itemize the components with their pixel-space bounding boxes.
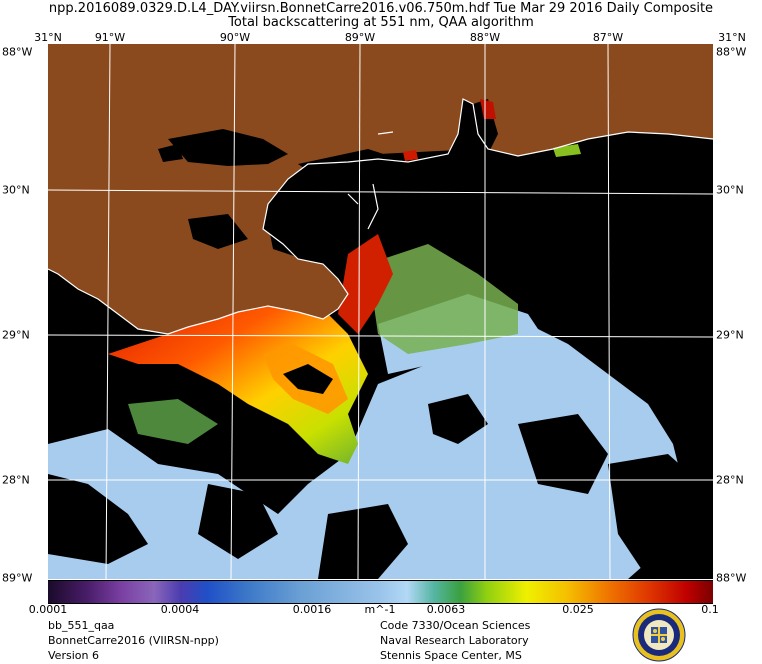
lat-label-left-29n: 29°N (2, 328, 30, 342)
lat-label-left-top: 88°W (2, 45, 33, 59)
lat-label-right-top: 88°W (716, 45, 747, 59)
colorbar-tick-0: 0.0001 (28, 603, 68, 616)
lon-label-90w: 90°W (219, 31, 251, 44)
colorbar-tick-1: 0.0004 (160, 603, 200, 616)
cloud-patch-2 (198, 484, 278, 559)
red-bay-spot-1 (480, 99, 496, 119)
cloud-patch-1 (48, 474, 148, 564)
lake-maurepas (158, 144, 183, 162)
lat-label-left-28n: 28°N (2, 473, 30, 487)
cloud-patch-5 (608, 454, 713, 579)
product-name: bb_551_qaa (48, 619, 115, 632)
version: Version 6 (48, 649, 99, 662)
colorbar-tick-5: 0.1 (701, 603, 719, 616)
land-mass (48, 44, 713, 334)
lon-label-91w: 91°W (94, 31, 126, 44)
footer-organization: Code 7330/Ocean Sciences Naval Research … (380, 618, 530, 663)
title-line-1: npp.2016089.0329.D.L4_DAY.viirsn.BonnetC… (48, 1, 714, 16)
colorbar-tick-3: 0.0063 (426, 603, 466, 616)
org-name: Naval Research Laboratory (380, 634, 529, 647)
satellite-map (48, 44, 713, 579)
org-location: Stennis Space Center, MS (380, 649, 522, 662)
lat-label-right-28n: 28°N (716, 473, 744, 487)
lake-pontchartrain (168, 129, 288, 166)
red-bay-spot-2 (403, 150, 418, 161)
lake-borgne (298, 149, 408, 184)
region-sensor: BonnetCarre2016 (VIIRSN-npp) (48, 634, 219, 647)
river-plume-delta (338, 234, 393, 334)
lon-label-87w: 87°W (592, 31, 624, 44)
colorbar-tick-2: 0.0016 (292, 603, 332, 616)
lon-label-corner-left: 31°N (34, 31, 62, 44)
footer-product-info: bb_551_qaa BonnetCarre2016 (VIIRSN-npp) … (48, 618, 219, 663)
green-shelf-east (368, 244, 518, 354)
lon-label-corner-right: 31°N (718, 31, 746, 44)
coastline (48, 98, 713, 335)
org-code: Code 7330/Ocean Sciences (380, 619, 531, 632)
nrl-seal-icon (632, 608, 686, 662)
dark-lagoon (283, 364, 333, 394)
lon-label-88w: 88°W (469, 31, 501, 44)
colorbar-tick-4: 0.025 (562, 603, 594, 616)
lat-label-right-30n: 30°N (716, 183, 744, 197)
lat-label-right-bottom: 88°W (716, 571, 747, 585)
green-shelf-west (128, 399, 218, 444)
lat-label-left-30n: 30°N (2, 183, 30, 197)
colorbar-unit: m^-1 (364, 603, 396, 616)
cloud-patch-6 (318, 504, 408, 579)
colorbar (48, 580, 713, 604)
coastal-marsh (268, 219, 328, 259)
lat-label-left-bottom: 89°W (2, 571, 33, 585)
river-plume (108, 299, 368, 464)
lon-label-89w: 89°W (344, 31, 376, 44)
lat-label-right-29n: 29°N (716, 328, 744, 342)
cloud-patch-4 (518, 414, 608, 494)
title-line-2: Total backscattering at 551 nm, QAA algo… (228, 15, 534, 30)
graticule (48, 44, 713, 579)
cloud-patch-3 (428, 394, 488, 444)
barataria-bay (188, 214, 248, 249)
